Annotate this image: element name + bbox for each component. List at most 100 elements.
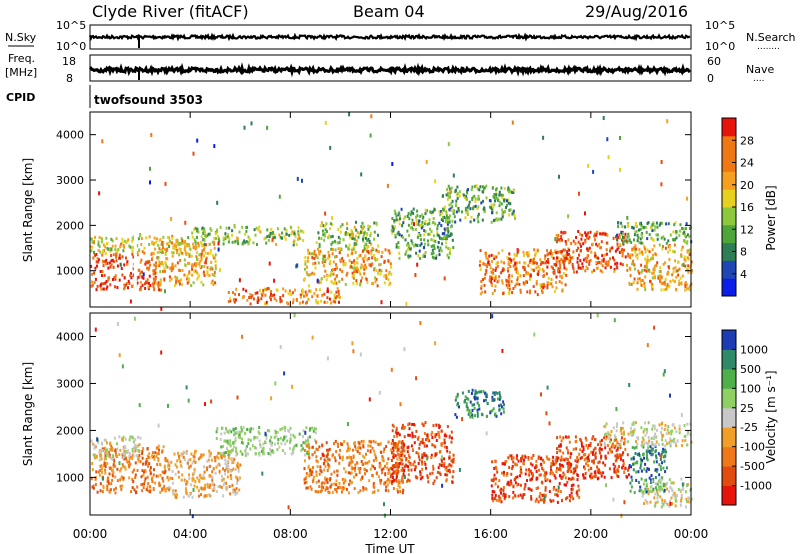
heat-cell: [168, 275, 171, 279]
heat-cell: [391, 162, 394, 166]
heat-cell: [398, 251, 401, 255]
heat-cell: [647, 487, 650, 491]
heat-cell: [126, 260, 129, 264]
heat-cell: [305, 426, 308, 430]
heat-cell: [443, 216, 446, 220]
heat-cell: [440, 443, 443, 447]
heat-cell: [435, 439, 438, 442]
heat-cell: [451, 219, 454, 223]
heat-cell: [574, 469, 577, 473]
heat-cell: [509, 208, 512, 212]
heat-cell: [304, 290, 307, 294]
heat-cell: [334, 267, 337, 271]
heat-cell: [204, 261, 207, 265]
heat-cell: [225, 226, 228, 230]
freq-left-tick-bottom: 8: [66, 72, 73, 85]
heat-cell: [674, 266, 677, 270]
heat-cell: [101, 259, 104, 263]
heat-cell: [481, 413, 484, 417]
heat-cell: [340, 443, 343, 446]
heat-cell: [348, 456, 351, 460]
heat-cell: [379, 463, 382, 467]
heat-cell: [622, 235, 624, 239]
heat-cell: [332, 260, 335, 264]
heat-cell: [616, 422, 619, 426]
heat-cell: [141, 469, 144, 473]
heat-cell: [660, 182, 663, 187]
heat-cell: [544, 254, 547, 258]
heat-cell: [273, 278, 276, 283]
heat-cell: [178, 457, 181, 461]
heat-cell: [179, 247, 182, 251]
heat-cell: [198, 261, 201, 265]
heat-cell: [371, 446, 374, 450]
heat-cell: [394, 235, 397, 239]
heat-cell: [315, 300, 318, 304]
heat-cell: [508, 292, 510, 295]
heat-cell: [148, 243, 151, 246]
heat-cell: [335, 483, 338, 487]
heat-cell: [335, 469, 338, 473]
heat-cell: [503, 187, 506, 190]
heat-cell: [563, 263, 566, 267]
heat-cell: [168, 239, 171, 243]
heat-cell: [481, 185, 484, 189]
heat-cell: [102, 264, 105, 268]
heat-cell: [121, 241, 124, 245]
heat-cell: [594, 455, 597, 459]
heat-cell: [243, 125, 246, 130]
heat-cell: [684, 259, 687, 263]
heat-cell: [572, 267, 575, 271]
heat-cell: [519, 483, 522, 487]
heat-cell: [166, 247, 169, 251]
heat-cell: [430, 252, 433, 256]
heat-cell: [570, 470, 573, 473]
heat-cell: [507, 186, 510, 190]
heat-cell: [224, 439, 227, 443]
heat-cell: [516, 483, 519, 487]
heat-cell: [659, 485, 662, 489]
heat-cell: [407, 254, 410, 258]
heat-cell: [252, 437, 255, 441]
heat-cell: [204, 483, 207, 487]
heat-cell: [434, 239, 437, 243]
heat-cell: [424, 230, 427, 233]
heat-cell: [304, 267, 306, 271]
heat-cell: [514, 265, 517, 268]
heat-cell: [624, 225, 627, 229]
heat-cell: [202, 238, 205, 241]
heat-cell: [669, 485, 672, 489]
heat-cell: [651, 229, 654, 233]
heat-cell: [322, 224, 325, 228]
heat-cell: [206, 468, 208, 472]
heat-cell: [214, 267, 217, 271]
heat-cell: [571, 495, 573, 499]
heat-cell: [314, 427, 317, 431]
heat-cell: [626, 268, 629, 272]
heat-cell: [677, 273, 680, 277]
heat-cell: [132, 262, 135, 266]
heat-cell: [342, 259, 345, 263]
heat-cell: [331, 216, 334, 221]
heat-cell: [493, 473, 496, 477]
heat-cell: [205, 256, 208, 260]
heat-cell: [111, 447, 114, 451]
heat-cell: [349, 236, 352, 239]
heat-cell: [180, 237, 183, 241]
heat-cell: [153, 457, 156, 461]
heat-cell: [446, 237, 448, 241]
heat-cell: [566, 449, 569, 452]
heat-cell: [182, 452, 184, 456]
heat-cell: [643, 442, 646, 446]
heat-cell: [490, 220, 493, 224]
heat-cell: [315, 455, 318, 459]
heat-cell: [424, 421, 427, 425]
heat-cell: [92, 241, 95, 245]
heat-cell: [600, 259, 603, 263]
heat-cell: [658, 223, 661, 227]
heat-cell: [323, 300, 326, 304]
heat-cell: [324, 224, 326, 228]
heat-cell: [224, 458, 227, 462]
heat-cell: [235, 431, 237, 435]
heat-cell: [364, 263, 367, 267]
